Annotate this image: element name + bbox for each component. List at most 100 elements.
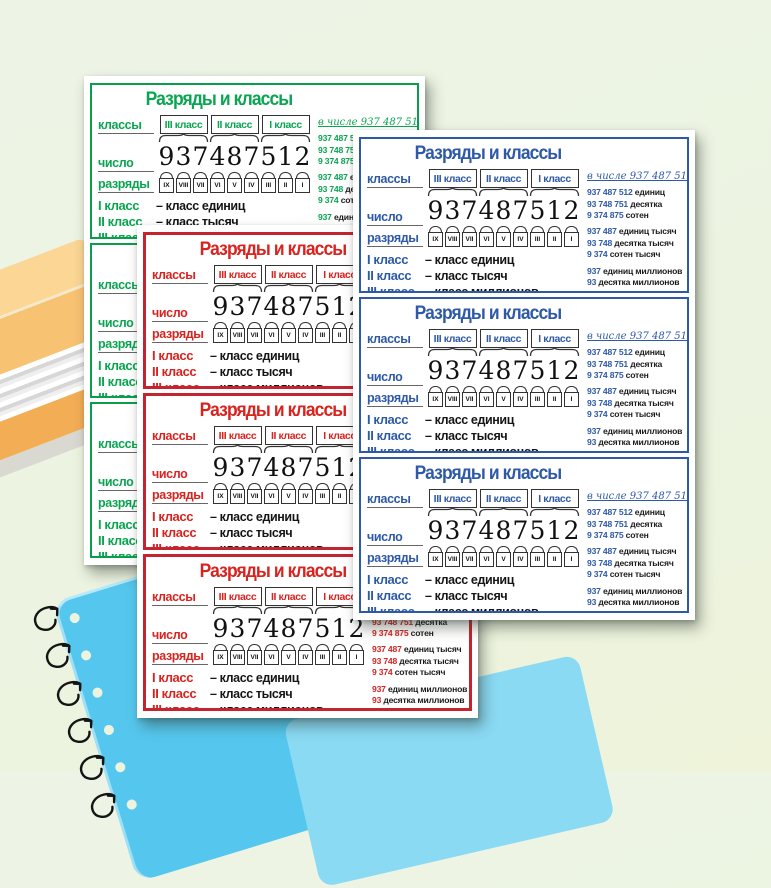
spiral-coil-icon	[56, 680, 82, 706]
row-label-digits: разряды	[98, 177, 154, 193]
digit: 8	[495, 356, 512, 385]
numeral-box: V	[281, 489, 296, 504]
class-header-1: I класс	[530, 169, 579, 188]
digit-connector	[446, 386, 459, 392]
definition-row: I класс – класс единиц	[152, 509, 366, 525]
row-label-digits: разряды	[152, 327, 208, 343]
digit: 7	[297, 614, 314, 643]
numeral-box: VII	[247, 328, 262, 343]
digit: 8	[280, 292, 297, 321]
definition-row: III класс – класс миллионов	[367, 444, 581, 453]
numeral-box: VII	[247, 650, 262, 665]
aside-group: 937 487 512 единиц 93 748 751 десятка 9 …	[587, 507, 681, 542]
numeral-box: I	[349, 650, 364, 665]
numeral-box: V	[496, 392, 511, 407]
group-brace	[209, 134, 260, 142]
digit: 1	[546, 196, 563, 225]
definition-term: II класс	[367, 268, 412, 283]
numeral-box: VI	[264, 328, 279, 343]
digit-connector	[480, 226, 493, 232]
aside-group: 937 487 единиц тысяч 93 748 десятка тыся…	[587, 226, 681, 261]
group-brace	[158, 134, 209, 142]
digit: 3	[229, 453, 246, 482]
class-header-1: I класс	[530, 329, 579, 348]
numeral-box: III	[530, 552, 545, 567]
definition-row: II класс – класс тысяч	[367, 428, 581, 444]
group-brace	[263, 445, 314, 453]
digit-connector	[214, 644, 227, 650]
digit: 4	[263, 453, 280, 482]
digit: 5	[314, 453, 331, 482]
class-header-1: I класс	[530, 489, 579, 508]
aside-group: 937 487 512 единиц 93 748 751 десятка 9 …	[587, 347, 681, 382]
aside-line: 937 487 единиц тысяч	[587, 546, 677, 557]
class-header-2: II класс	[479, 489, 528, 508]
row-label-classes: классы	[367, 332, 423, 348]
digit: 7	[297, 292, 314, 321]
class-definitions: I класс – класс единиц II класс – класс …	[152, 348, 366, 386]
numeral-box: V	[496, 552, 511, 567]
group-brace	[260, 134, 311, 142]
digit-connector	[333, 322, 346, 328]
digit: 4	[478, 516, 495, 545]
numeral-box: VIII	[445, 232, 460, 247]
row-label-digits: разряды	[152, 649, 208, 665]
digit-connector	[248, 322, 261, 328]
digit: 4	[478, 356, 495, 385]
digit-connector	[333, 644, 346, 650]
digit: 7	[512, 516, 529, 545]
class-header-3: III класс	[213, 265, 262, 284]
digit-connector	[480, 386, 493, 392]
digit: 5	[314, 614, 331, 643]
card-title: Разряды и классы	[145, 89, 294, 110]
definition-desc: – класс тысяч	[210, 365, 293, 379]
definition-desc: – класс миллионов	[425, 445, 539, 453]
digit: 9	[158, 142, 175, 171]
definition-term: III класс	[98, 230, 146, 239]
definition-term: II класс	[367, 588, 412, 603]
digit-connector	[429, 386, 442, 392]
numeral-box: IX	[428, 392, 443, 407]
aside-line: 9 сотен миллионов	[372, 707, 463, 708]
definition-desc: – класс единиц	[156, 199, 245, 213]
aside-line: 937 487 512 единиц	[587, 187, 665, 197]
place-value-card: Разряды и классы классы III класс II кла…	[359, 297, 689, 453]
digit: 7	[192, 142, 209, 171]
definition-desc: – класс единиц	[425, 573, 514, 587]
number-breakdown-aside: в числе 937 487 512 937 487 512 единиц 9…	[581, 488, 687, 611]
row-label-number: число	[98, 316, 154, 332]
definition-term: II класс	[367, 428, 412, 443]
numeral-box: VIII	[230, 328, 245, 343]
definition-row: III класс – класс миллионов	[367, 604, 581, 611]
definition-term: II класс	[152, 686, 197, 701]
numeral-box: III	[315, 328, 330, 343]
digit-connector	[565, 386, 578, 392]
digit: 7	[297, 453, 314, 482]
digit: 7	[461, 356, 478, 385]
definition-term: I класс	[367, 572, 409, 587]
row-label-digits: разряды	[367, 391, 423, 407]
digit-connector	[282, 483, 295, 489]
group-brace	[427, 188, 478, 196]
place-value-table: классы III класс II класс I класс число …	[98, 114, 312, 193]
digit-connector	[548, 386, 561, 392]
numeral-box: VII	[462, 232, 477, 247]
digit: 7	[246, 453, 263, 482]
aside-line: 9 374 сотен тысяч	[372, 667, 446, 678]
numeral-box: II	[547, 232, 562, 247]
digit-connector	[245, 172, 258, 178]
definition-term: I класс	[152, 509, 194, 524]
aside-group: 937 единиц миллионов 93 десятка миллионо…	[587, 586, 682, 611]
digit-connector	[497, 546, 510, 552]
numeral-box: III	[530, 392, 545, 407]
numeral-box: II	[332, 650, 347, 665]
aside-line: 93 748 751 десятка	[372, 616, 448, 627]
card-table-area: классы III класс II класс I класс число …	[152, 586, 366, 708]
number-breakdown-aside: в числе 937 487 512 937 487 512 единиц 9…	[581, 328, 687, 451]
numeral-box: VII	[193, 178, 208, 193]
digit: 9	[212, 292, 229, 321]
digit-connector	[248, 644, 261, 650]
digit-connector	[497, 386, 510, 392]
group-brace	[427, 348, 478, 356]
digit-connector	[446, 546, 459, 552]
